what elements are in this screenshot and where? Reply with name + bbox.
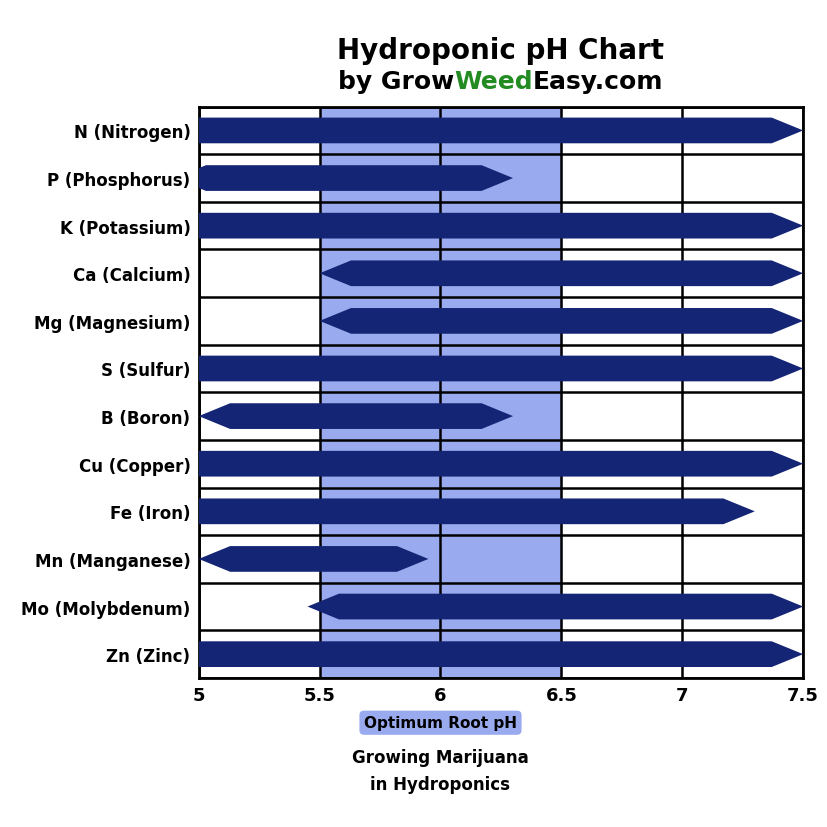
Polygon shape <box>307 594 802 619</box>
Polygon shape <box>198 404 513 429</box>
Polygon shape <box>198 118 802 144</box>
Text: Easy.com: Easy.com <box>533 70 662 94</box>
Polygon shape <box>198 642 802 667</box>
Bar <box>319 108 561 678</box>
Text: Optimum Root pH: Optimum Root pH <box>364 715 516 730</box>
Polygon shape <box>198 499 754 524</box>
Text: Weed: Weed <box>454 70 533 94</box>
Polygon shape <box>319 261 802 287</box>
Text: Growing Marijuana: Growing Marijuana <box>351 748 528 767</box>
Text: in Hydroponics: in Hydroponics <box>370 775 510 793</box>
Polygon shape <box>319 308 802 334</box>
Polygon shape <box>198 452 802 477</box>
Polygon shape <box>198 547 428 572</box>
Text: Hydroponic pH Chart: Hydroponic pH Chart <box>337 37 663 65</box>
Polygon shape <box>174 166 513 192</box>
Text: by Grow: by Grow <box>338 70 454 94</box>
Polygon shape <box>198 213 802 239</box>
Polygon shape <box>198 356 802 382</box>
